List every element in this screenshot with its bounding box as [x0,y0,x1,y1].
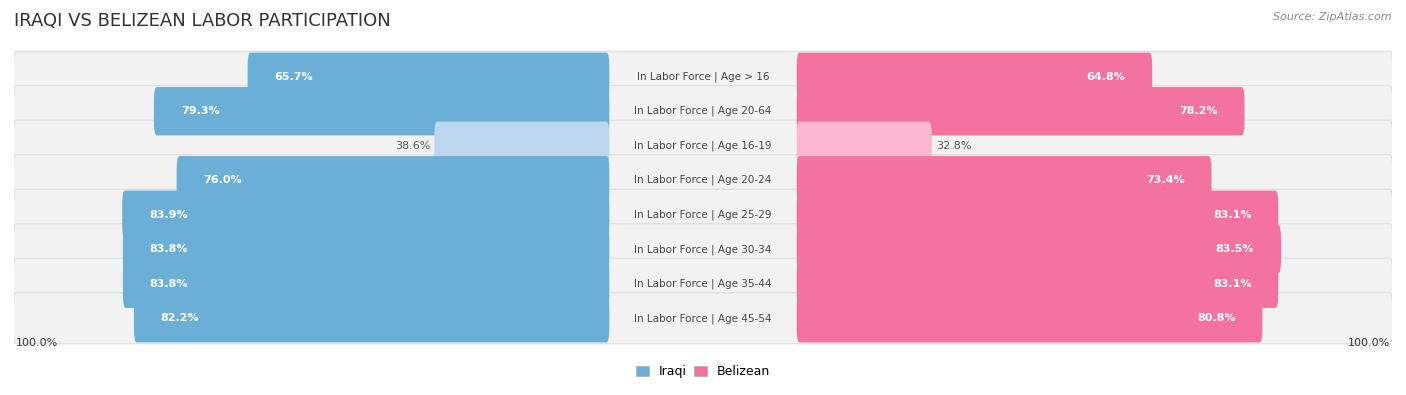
FancyBboxPatch shape [14,258,1392,309]
FancyBboxPatch shape [14,120,1392,171]
FancyBboxPatch shape [797,191,1278,239]
Text: In Labor Force | Age 16-19: In Labor Force | Age 16-19 [634,141,772,151]
Text: 65.7%: 65.7% [274,72,314,82]
Text: In Labor Force | Age 45-54: In Labor Force | Age 45-54 [634,313,772,324]
FancyBboxPatch shape [797,122,932,170]
Text: 100.0%: 100.0% [1347,338,1391,348]
Text: 32.8%: 32.8% [936,141,972,151]
Text: 83.9%: 83.9% [149,210,188,220]
FancyBboxPatch shape [177,156,609,204]
FancyBboxPatch shape [122,260,609,308]
Text: 83.5%: 83.5% [1216,244,1254,254]
Text: Source: ZipAtlas.com: Source: ZipAtlas.com [1274,12,1392,22]
Text: 73.4%: 73.4% [1146,175,1185,185]
FancyBboxPatch shape [797,260,1278,308]
FancyBboxPatch shape [14,51,1392,102]
Text: 83.1%: 83.1% [1213,210,1251,220]
Text: 83.8%: 83.8% [150,279,188,289]
Text: 64.8%: 64.8% [1087,72,1125,82]
Text: 76.0%: 76.0% [204,175,242,185]
Text: 82.2%: 82.2% [160,313,200,323]
Text: In Labor Force | Age > 16: In Labor Force | Age > 16 [637,71,769,82]
FancyBboxPatch shape [14,189,1392,240]
Text: 83.8%: 83.8% [150,244,188,254]
Text: In Labor Force | Age 30-34: In Labor Force | Age 30-34 [634,244,772,254]
FancyBboxPatch shape [122,225,609,273]
FancyBboxPatch shape [14,155,1392,206]
FancyBboxPatch shape [797,87,1244,135]
Text: In Labor Force | Age 20-24: In Labor Force | Age 20-24 [634,175,772,186]
Text: 38.6%: 38.6% [395,141,430,151]
FancyBboxPatch shape [797,53,1152,101]
Text: 100.0%: 100.0% [15,338,59,348]
FancyBboxPatch shape [247,53,609,101]
FancyBboxPatch shape [797,156,1212,204]
FancyBboxPatch shape [14,224,1392,275]
FancyBboxPatch shape [153,87,609,135]
Text: 80.8%: 80.8% [1197,313,1236,323]
FancyBboxPatch shape [14,293,1392,344]
FancyBboxPatch shape [134,294,609,342]
FancyBboxPatch shape [797,294,1263,342]
Text: 79.3%: 79.3% [181,106,219,116]
FancyBboxPatch shape [797,225,1281,273]
Text: In Labor Force | Age 25-29: In Labor Force | Age 25-29 [634,209,772,220]
FancyBboxPatch shape [122,191,609,239]
Text: In Labor Force | Age 35-44: In Labor Force | Age 35-44 [634,278,772,289]
Legend: Iraqi, Belizean: Iraqi, Belizean [631,360,775,384]
Text: 83.1%: 83.1% [1213,279,1251,289]
Text: 78.2%: 78.2% [1180,106,1218,116]
Text: IRAQI VS BELIZEAN LABOR PARTICIPATION: IRAQI VS BELIZEAN LABOR PARTICIPATION [14,12,391,30]
FancyBboxPatch shape [434,122,609,170]
Text: In Labor Force | Age 20-64: In Labor Force | Age 20-64 [634,106,772,117]
FancyBboxPatch shape [14,86,1392,137]
